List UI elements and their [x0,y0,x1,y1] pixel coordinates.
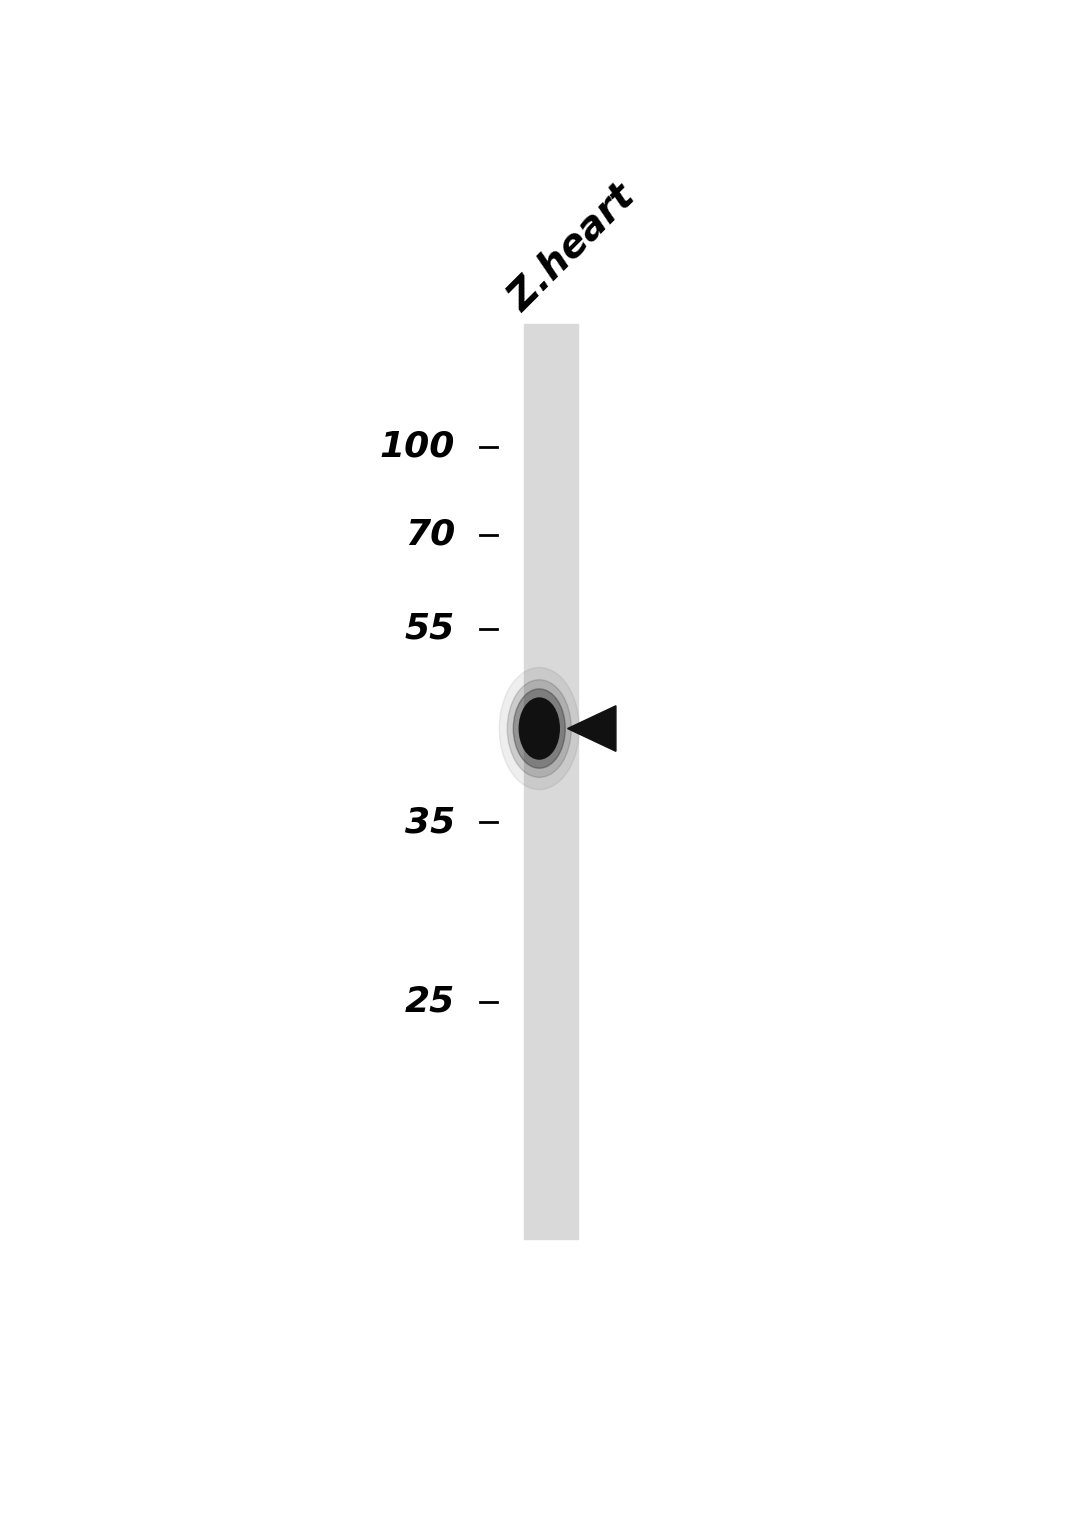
Ellipse shape [519,698,559,759]
Text: 25: 25 [405,985,455,1020]
Text: 100: 100 [379,430,455,463]
Text: 35: 35 [405,805,455,840]
Text: 70: 70 [405,518,455,552]
Ellipse shape [507,680,571,777]
Polygon shape [568,706,616,751]
Ellipse shape [513,689,565,768]
Text: 55: 55 [405,611,455,646]
Ellipse shape [499,668,579,789]
Bar [524,323,578,1239]
Text: Z.heart: Z.heart [501,177,642,319]
